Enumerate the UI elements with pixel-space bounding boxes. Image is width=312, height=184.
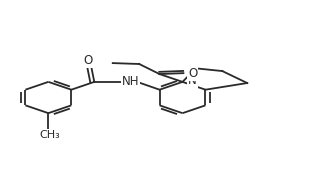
Text: O: O <box>188 67 197 80</box>
Text: CH₃: CH₃ <box>40 130 60 140</box>
Text: NH: NH <box>121 75 139 88</box>
Text: O: O <box>83 54 93 67</box>
Text: N: N <box>188 74 197 87</box>
